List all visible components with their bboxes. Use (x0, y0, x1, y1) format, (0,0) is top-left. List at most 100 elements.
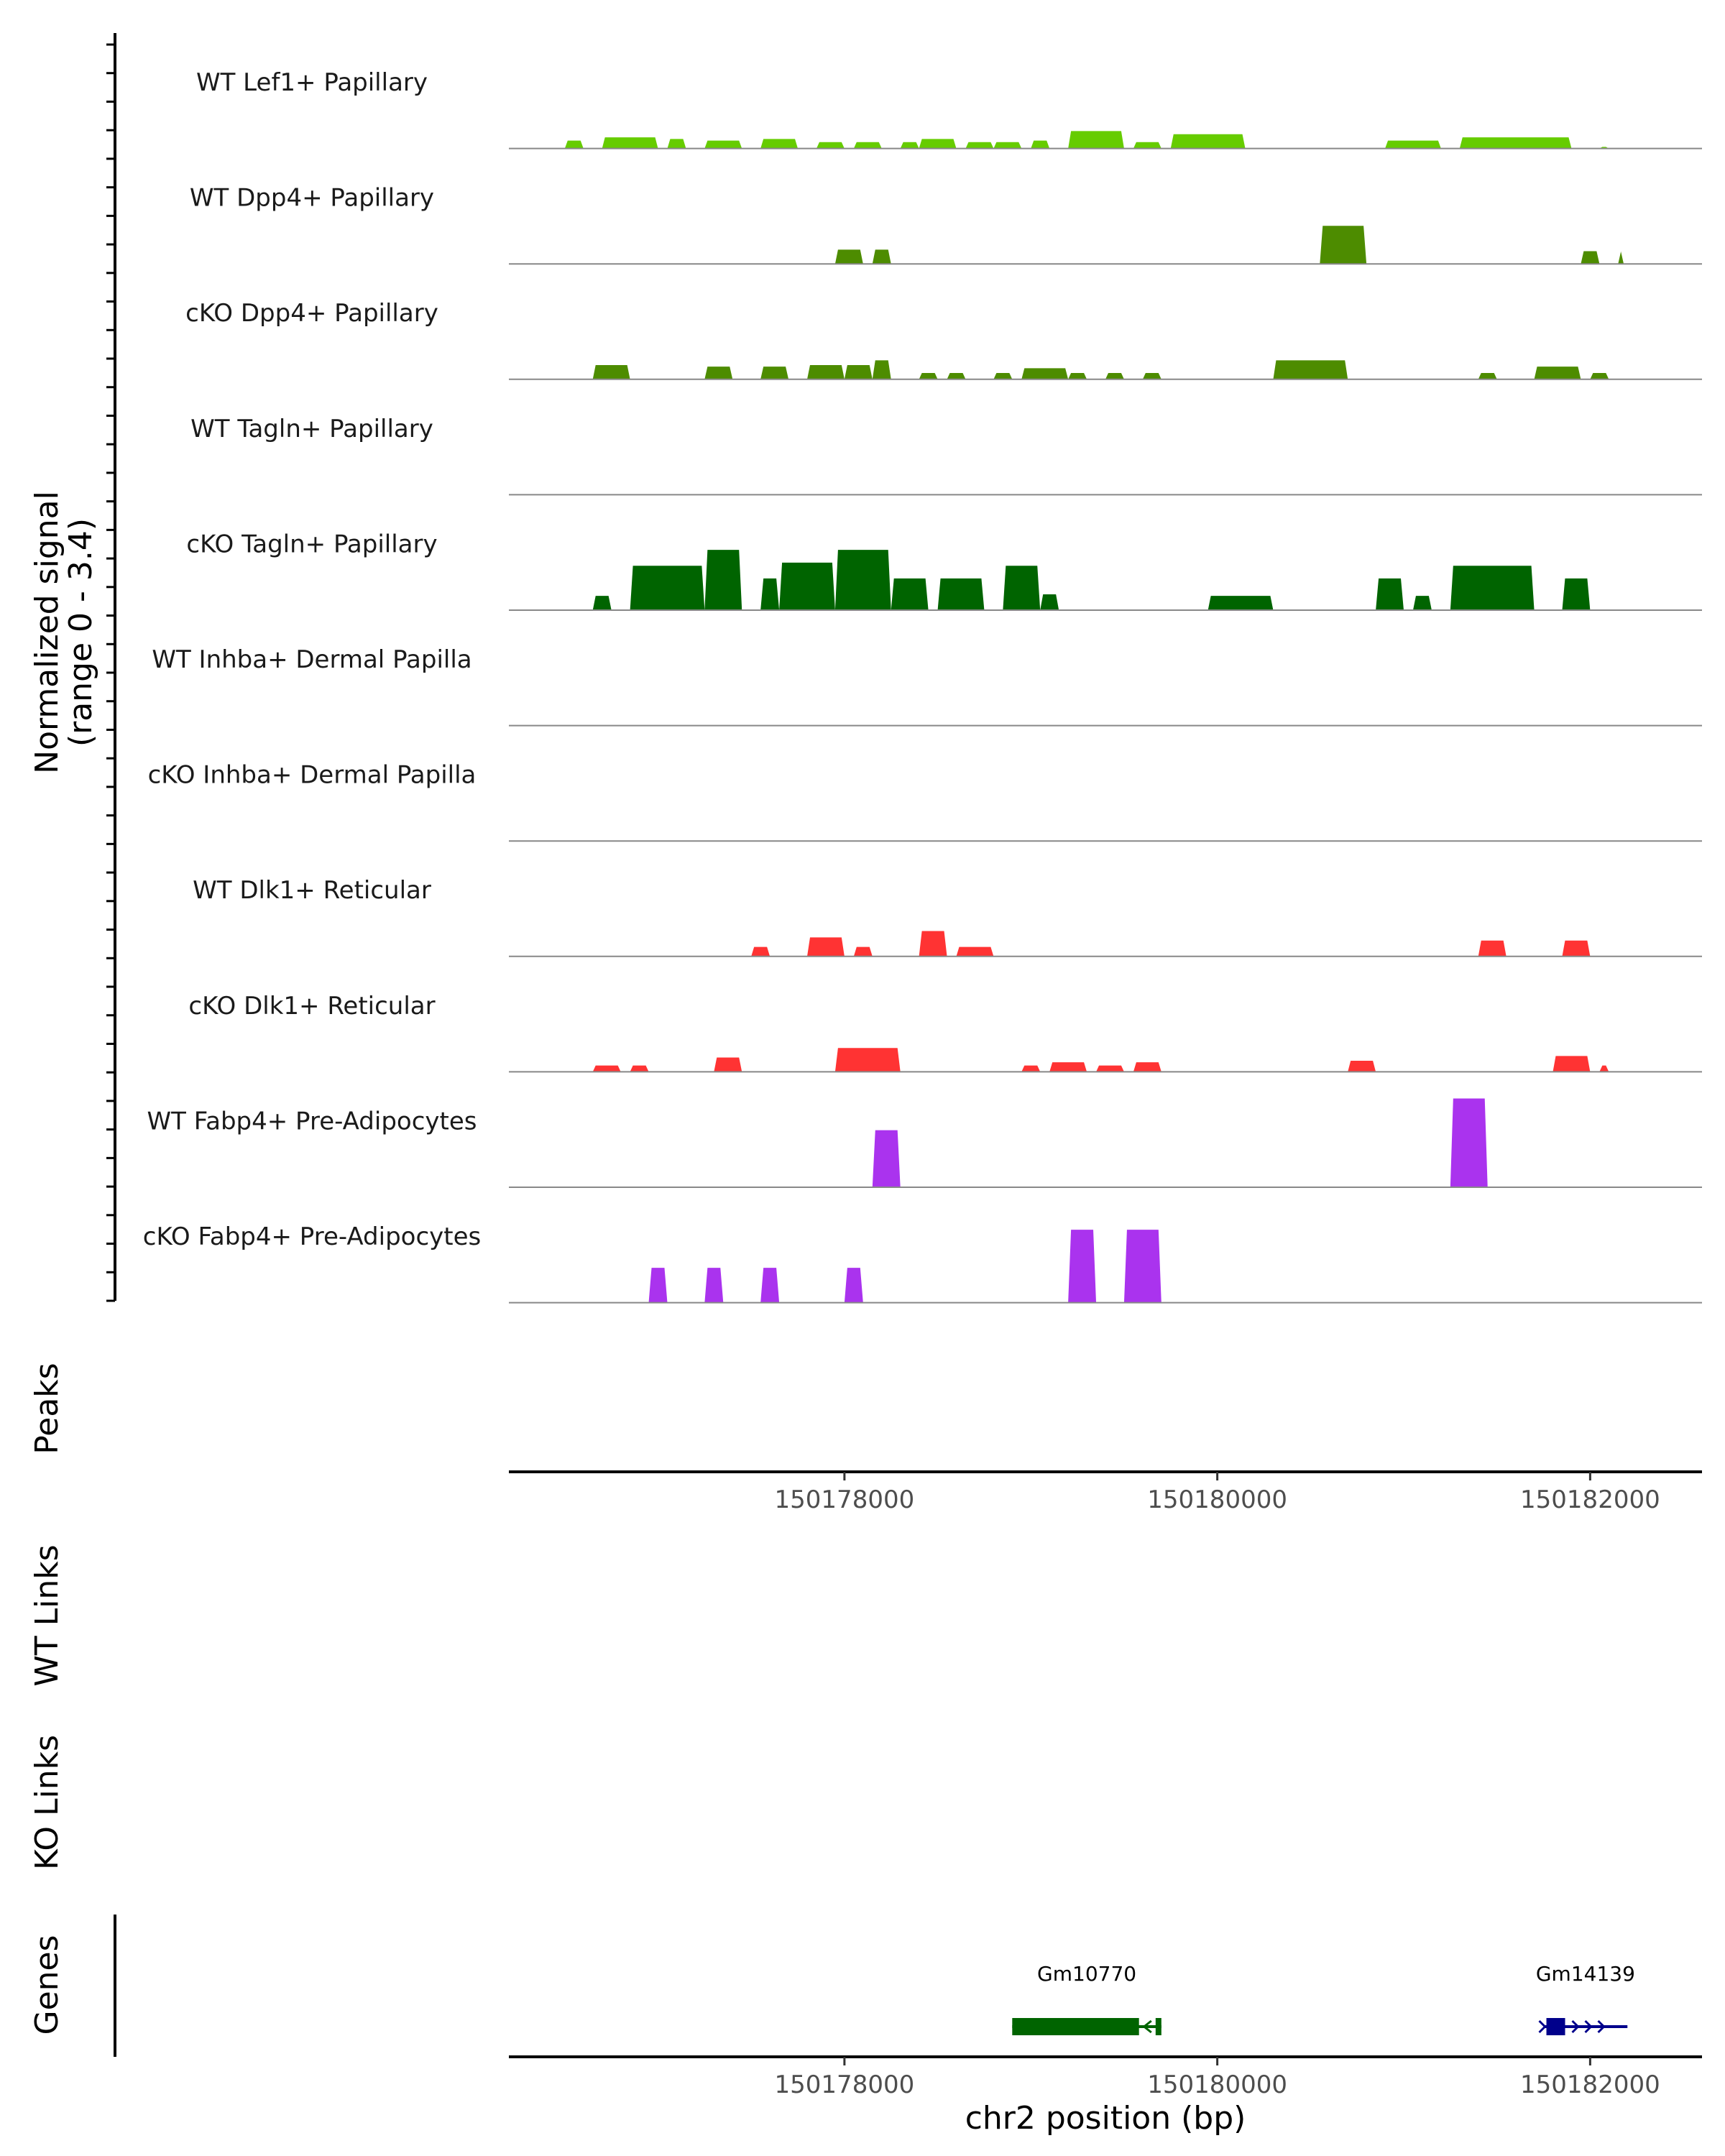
coverage-peak (1450, 566, 1535, 610)
coverage-peak (937, 578, 985, 610)
gene-exon (1546, 2018, 1565, 2035)
x-tick-label: 150178000 (775, 1485, 915, 1514)
coverage-peak (853, 142, 882, 149)
coverage-peak (1478, 372, 1497, 379)
coverage-peak (1590, 372, 1609, 379)
track-label: WT Fabp4+ Pre-Adipocytes (147, 1107, 477, 1135)
coverage-peak (1412, 596, 1432, 610)
coverage-peak (1450, 1098, 1488, 1187)
peaks-panel-label: Peaks (29, 1363, 65, 1454)
track-7: WT Dlk1+ Reticular (193, 876, 1702, 957)
coverage-peak (1581, 251, 1600, 264)
gene-exon (1155, 2018, 1162, 2035)
coverage-peak (1123, 1230, 1162, 1303)
coverage-peak (714, 1057, 742, 1072)
coverage-peak (751, 946, 770, 957)
coverage-peak (1096, 1065, 1124, 1072)
coverage-peak (807, 364, 845, 379)
coverage-peak (1618, 251, 1624, 264)
track-0: WT Lef1+ Papillary (196, 68, 1702, 149)
strand-arrow (1571, 2019, 1580, 2034)
x-tick-label: 150180000 (1147, 2070, 1287, 2099)
coverage-peak (630, 566, 705, 610)
track-9: WT Fabp4+ Pre-Adipocytes (147, 1098, 1702, 1188)
track-2: cKO Dpp4+ Papillary (185, 299, 1702, 380)
coverage-peak (1562, 940, 1591, 957)
coverage-peak (872, 360, 891, 379)
track-4: cKO Tagln+ Papillary (186, 530, 1702, 611)
coverage-peak (1534, 367, 1581, 379)
coverage-peak (1348, 1060, 1376, 1072)
strand-arrow (1538, 2019, 1547, 2034)
coverage-peak (1385, 140, 1441, 149)
track-label: WT Dpp4+ Papillary (190, 184, 434, 213)
gene-label: Gm10770 (1037, 1962, 1136, 1986)
coverage-peak (947, 372, 966, 379)
coverage-peak (648, 1268, 668, 1303)
genes-x-axis: 150178000 150180000 150182000 (509, 2055, 1702, 2099)
x-tick-label: 150180000 (1147, 1485, 1287, 1514)
coverage-peak (592, 364, 630, 379)
gene-Gm14139: Gm14139 (1536, 1962, 1635, 2035)
coverage-peak (844, 364, 873, 379)
track-label: cKO Tagln+ Papillary (186, 530, 437, 558)
coverage-peak (1068, 372, 1087, 379)
coverage-peak (760, 367, 789, 379)
track-label: cKO Dpp4+ Papillary (185, 299, 438, 328)
coverage-peak (667, 139, 686, 149)
coverage-peak (704, 550, 742, 610)
coverage-peak (834, 550, 891, 610)
coverage-peak (872, 249, 891, 264)
coverage-peak (592, 596, 612, 610)
coverage-peak (993, 142, 1022, 149)
strand-arrow (1597, 2019, 1606, 2034)
coverage-peak (853, 946, 873, 957)
coverage-peak (834, 1048, 901, 1072)
coverage-peak (807, 937, 845, 957)
strand-arrow (1584, 2019, 1593, 2034)
coverage-peak (1376, 578, 1404, 610)
x-tick-label: 150182000 (1520, 1485, 1660, 1514)
coverage-peak (1021, 368, 1069, 379)
coverage-peak (1003, 566, 1041, 610)
coverage-peak (602, 137, 658, 149)
coverage-peak (1142, 372, 1162, 379)
track-1: WT Dpp4+ Papillary (190, 184, 1702, 265)
coverage-peak (891, 578, 929, 610)
coverage-peak (1459, 137, 1572, 149)
coverage-peak (956, 946, 994, 957)
track-label: cKO Dlk1+ Reticular (188, 992, 435, 1021)
track-label: cKO Fabp4+ Pre-Adipocytes (143, 1222, 482, 1251)
coverage-peak (1068, 131, 1124, 149)
coverage-peak (779, 562, 835, 610)
signal-y-axis (106, 33, 116, 1302)
coverage-peak (760, 578, 780, 610)
coverage-peak (1133, 142, 1162, 149)
coverage-peak (704, 1268, 724, 1303)
gene-annotations: Gm10770 Gm14139 (1012, 1962, 1635, 2035)
gene-exon (1012, 2018, 1139, 2035)
track-label: WT Tagln+ Papillary (190, 415, 433, 443)
coverage-peak (919, 931, 947, 957)
coverage-peak (1170, 134, 1246, 149)
coverage-tracks: WT Lef1+ Papillary WT Dpp4+ Papillary cKO … (143, 68, 1702, 1304)
coverage-peak (630, 1065, 649, 1072)
track-5: WT Inhba+ Dermal Papilla (152, 645, 1702, 727)
coverage-peak (704, 367, 733, 379)
coverage-peak (564, 140, 584, 149)
coverage-peak (1208, 596, 1274, 610)
coverage-peak (1478, 940, 1506, 957)
y-axis-title-line2: (range 0 - 3.4) (63, 518, 99, 747)
coverage-peak (900, 142, 919, 149)
gene-Gm10770: Gm10770 (1012, 1962, 1162, 2035)
peaks-x-axis: 150178000 150180000 150182000 (509, 1470, 1702, 1514)
x-tick-label: 150178000 (775, 2070, 915, 2099)
coverage-peak (1105, 372, 1124, 379)
track-8: cKO Dlk1+ Reticular (188, 992, 1702, 1073)
coverage-peak (844, 1268, 863, 1303)
coverage-peak (1021, 1065, 1041, 1072)
coverage-peak (872, 1130, 901, 1187)
x-tick-label: 150182000 (1520, 2070, 1660, 2099)
strand-arrow (1142, 2019, 1152, 2034)
